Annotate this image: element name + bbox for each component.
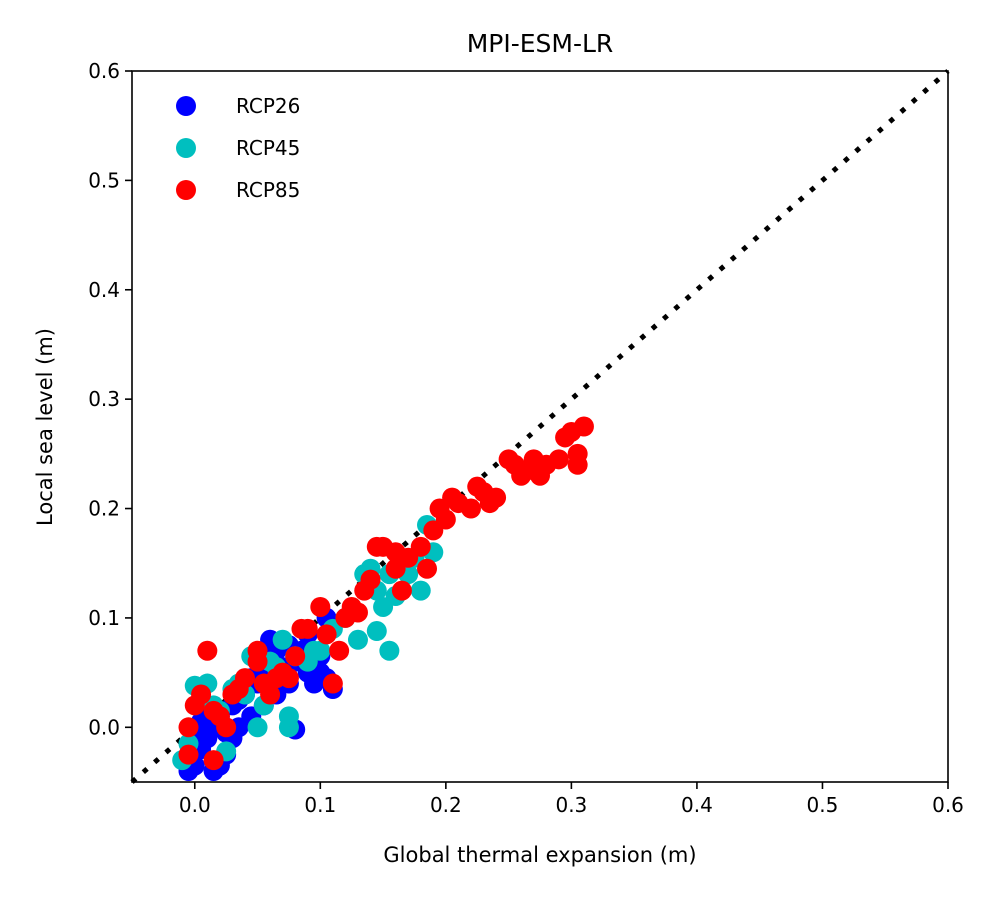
y-axis-label: Local sea level (m)	[33, 328, 57, 526]
data-point	[234, 668, 255, 689]
data-point	[567, 454, 588, 475]
data-point	[247, 640, 268, 661]
x-tick-label: 0.1	[304, 793, 336, 817]
data-point	[216, 717, 237, 738]
x-tick-label: 0.6	[932, 793, 964, 817]
data-point	[548, 449, 569, 470]
y-tick-label: 0.3	[88, 387, 120, 411]
data-point	[178, 717, 199, 738]
legend-item-rcp26: RCP26	[176, 94, 300, 118]
legend-label: RCP85	[236, 178, 300, 202]
legend: RCP26 RCP45 RCP85	[176, 94, 300, 202]
data-point	[329, 640, 350, 661]
data-point	[322, 673, 343, 694]
plot-frame	[131, 70, 949, 783]
data-point	[486, 487, 507, 508]
data-point	[297, 618, 318, 639]
data-point	[285, 646, 306, 667]
y-tick-label: 0.5	[88, 168, 120, 192]
data-point	[417, 558, 438, 579]
data-point	[203, 750, 224, 771]
data-point	[272, 629, 293, 650]
series-rcp85	[178, 416, 594, 771]
legend-marker	[176, 180, 196, 200]
chart-title: MPI-ESM-LR	[467, 29, 614, 58]
data-point	[278, 668, 299, 689]
data-point	[347, 602, 368, 623]
x-tick-label: 0.5	[807, 793, 839, 817]
y-tick-label: 0.0	[88, 715, 120, 739]
legend-marker	[176, 96, 196, 116]
data-point	[197, 640, 218, 661]
legend-marker	[176, 138, 196, 158]
data-point	[460, 498, 481, 519]
x-axis: 0.0 0.1 0.2 0.3 0.4 0.5 0.6	[179, 782, 964, 817]
legend-item-rcp85: RCP85	[176, 178, 300, 202]
data-point	[435, 509, 456, 530]
y-tick-label: 0.6	[88, 59, 120, 83]
x-tick-label: 0.2	[430, 793, 462, 817]
data-point	[379, 640, 400, 661]
data-point	[247, 717, 268, 738]
data-point	[391, 580, 412, 601]
data-point	[316, 624, 337, 645]
data-point	[191, 684, 212, 705]
data-point	[347, 629, 368, 650]
y-tick-label: 0.1	[88, 606, 120, 630]
data-point	[360, 569, 381, 590]
x-axis-label: Global thermal expansion (m)	[383, 843, 696, 867]
data-points-layer	[172, 416, 594, 782]
data-point	[278, 706, 299, 727]
data-point	[410, 536, 431, 557]
legend-label: RCP45	[236, 136, 300, 160]
data-point	[573, 416, 594, 437]
y-axis: 0.0 0.1 0.2 0.3 0.4 0.5 0.6	[88, 59, 132, 739]
x-tick-label: 0.3	[555, 793, 587, 817]
y-tick-label: 0.4	[88, 278, 120, 302]
data-point	[310, 596, 331, 617]
legend-label: RCP26	[236, 94, 300, 118]
legend-item-rcp45: RCP45	[176, 136, 300, 160]
y-tick-label: 0.2	[88, 497, 120, 521]
x-tick-label: 0.4	[681, 793, 713, 817]
data-point	[366, 621, 387, 642]
data-point	[310, 640, 331, 661]
data-point	[410, 580, 431, 601]
data-point	[178, 744, 199, 765]
x-tick-label: 0.0	[179, 793, 211, 817]
data-point	[260, 684, 281, 705]
